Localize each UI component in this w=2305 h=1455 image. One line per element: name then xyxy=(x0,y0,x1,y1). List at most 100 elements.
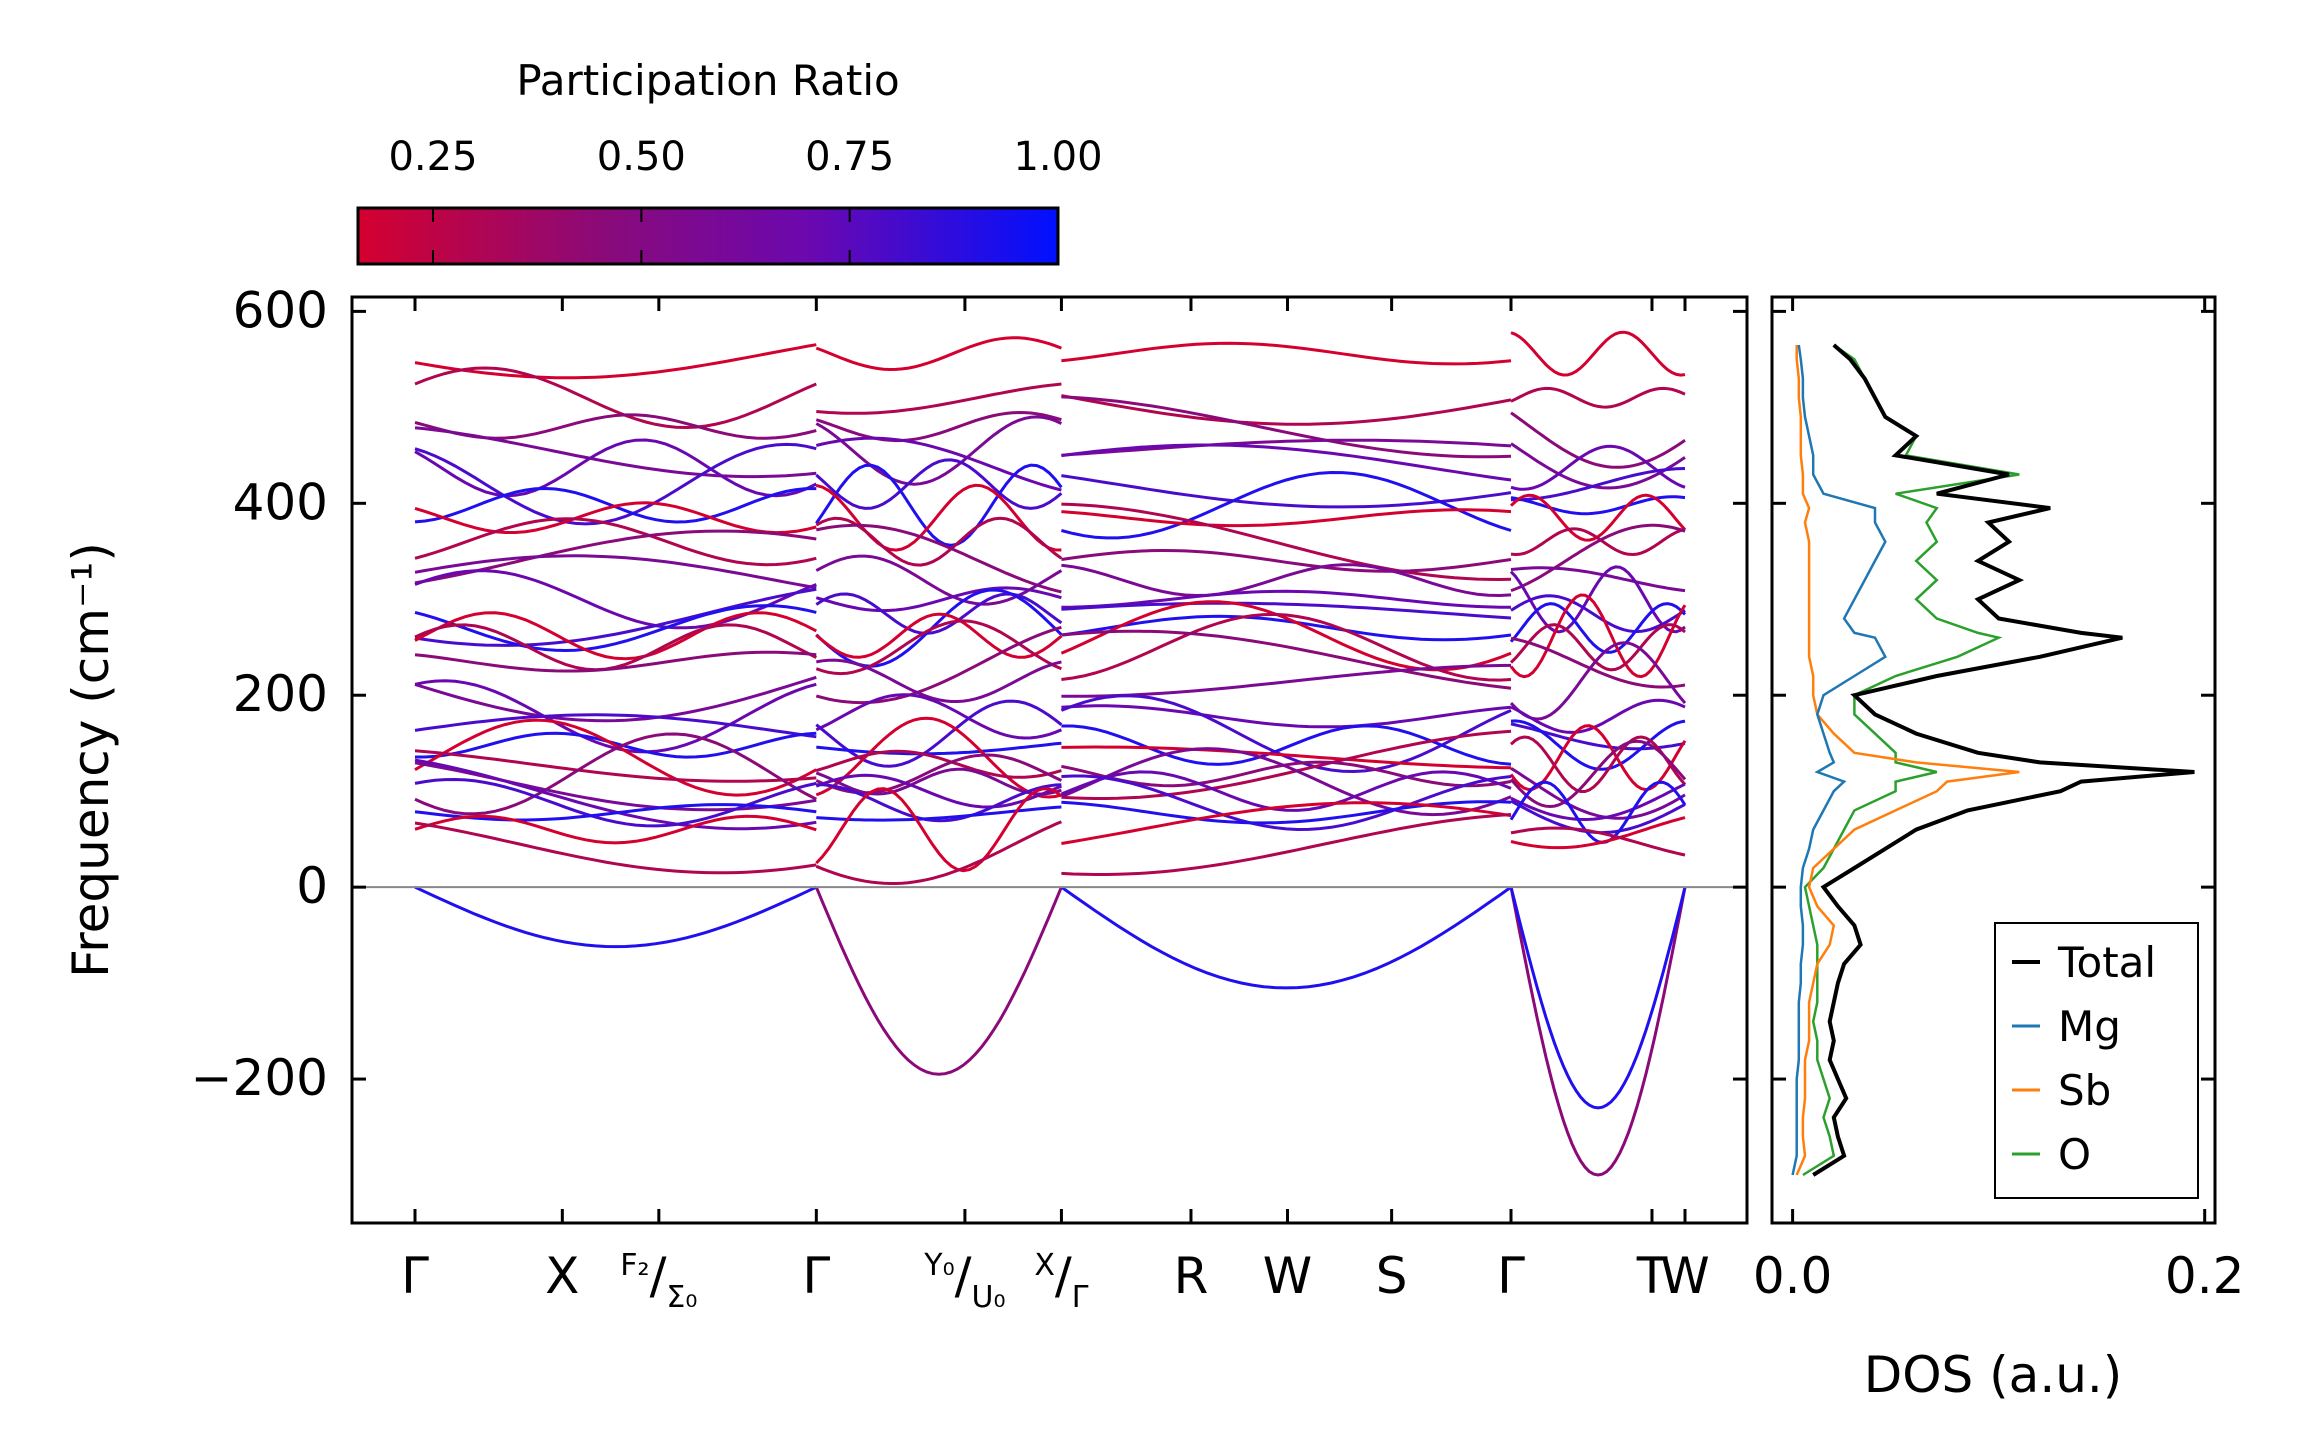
band-line xyxy=(414,749,817,783)
band-line xyxy=(414,713,817,739)
dispersion-axes-frame xyxy=(350,295,1749,1225)
dos-axis-ticks: 0.0 0.2 xyxy=(1753,297,2245,1305)
band-line xyxy=(1510,735,1687,793)
dos-lines xyxy=(1791,343,2195,1177)
band-line xyxy=(815,592,1063,635)
band-line xyxy=(1060,694,1512,774)
k-point-label: Y₀/U₀ xyxy=(923,1247,1005,1315)
band-line xyxy=(1061,601,1512,620)
band-line xyxy=(815,625,1062,705)
band-line xyxy=(1061,629,1512,690)
band-line xyxy=(1061,438,1512,457)
band-line xyxy=(1061,614,1512,642)
band-line xyxy=(1509,565,1686,634)
k-point-label: X/Γ xyxy=(1034,1247,1088,1315)
colorbar-tick-label: 0.25 xyxy=(388,134,477,180)
y-axis-ticks: 600 400 200 0 −200 xyxy=(191,281,1747,1107)
band-line xyxy=(414,569,817,630)
band-line xyxy=(815,716,1062,799)
band-line xyxy=(1061,813,1512,876)
y-tick-label: −200 xyxy=(191,1049,328,1107)
k-point-label: R xyxy=(1174,1247,1209,1305)
band-line xyxy=(1061,729,1512,800)
acoustic-branch-line xyxy=(1509,886,1687,1110)
x-axis-label: DOS (a.u.) xyxy=(1864,1346,2123,1404)
band-line xyxy=(1061,474,1512,509)
band-line xyxy=(414,366,817,430)
band-line xyxy=(1061,470,1512,540)
band-line xyxy=(815,749,1062,779)
k-point-ticks: Γ X F₂/Σ₀ Γ Y₀/U₀X/Γ R W S Γ TW xyxy=(401,297,1710,1315)
band-line xyxy=(414,501,817,535)
band-line xyxy=(815,619,1062,676)
band-line xyxy=(1061,548,1512,573)
band-line xyxy=(1510,782,1686,822)
band-line xyxy=(815,767,1062,796)
band-line xyxy=(1510,698,1686,734)
band-line xyxy=(414,650,817,673)
band-line xyxy=(1061,395,1512,459)
band-line xyxy=(816,783,1062,823)
band-line xyxy=(414,343,817,380)
band-line xyxy=(414,517,817,567)
band-line xyxy=(1061,341,1512,366)
band-line xyxy=(815,410,1062,443)
band-line xyxy=(1509,641,1687,721)
band-line xyxy=(1510,816,1686,850)
legend-label: Total xyxy=(2057,938,2156,987)
dos-x-tick-label: 0.2 xyxy=(2165,1247,2245,1305)
band-line xyxy=(1061,502,1512,582)
colorbar-label: Participation Ratio xyxy=(516,56,899,105)
band-line xyxy=(414,611,817,661)
band-line xyxy=(1061,745,1512,770)
band-line xyxy=(1060,747,1512,817)
band-line xyxy=(1509,623,1686,672)
k-point-label: S xyxy=(1376,1247,1408,1305)
band-line xyxy=(1060,770,1512,812)
band-line xyxy=(1510,444,1686,491)
band-line xyxy=(415,731,817,759)
k-point-label: X xyxy=(545,1247,579,1305)
acoustic-branch-line xyxy=(414,885,817,949)
band-line xyxy=(1061,800,1512,825)
band-line xyxy=(414,438,817,498)
band-line xyxy=(815,586,1062,613)
band-line xyxy=(815,336,1062,372)
band-line xyxy=(1061,774,1512,832)
band-line xyxy=(815,436,1062,492)
band-line xyxy=(815,415,1063,486)
y-tick-label: 200 xyxy=(233,665,328,723)
acoustic-branch-line xyxy=(1509,886,1687,1177)
k-point-label: Γ xyxy=(401,1247,429,1305)
k-point-label: W xyxy=(1660,1247,1709,1305)
band-line xyxy=(816,805,1062,822)
k-point-label: W xyxy=(1263,1247,1312,1305)
band-line xyxy=(1510,826,1686,857)
band-line xyxy=(816,382,1062,415)
band-line xyxy=(414,604,817,653)
band-line xyxy=(414,554,817,590)
band-line xyxy=(1509,493,1687,542)
k-point-label: F₂/Σ₀ xyxy=(620,1247,697,1315)
band-line xyxy=(815,523,1062,594)
band-line xyxy=(815,773,1062,809)
band-line xyxy=(1510,386,1686,409)
band-line xyxy=(815,612,1063,659)
band-line xyxy=(414,732,817,816)
acoustic-branch-line xyxy=(1060,885,1512,990)
band-line xyxy=(1061,394,1512,426)
band-line xyxy=(1061,724,1512,766)
dos-axes-frame xyxy=(1770,295,2217,1225)
band-line xyxy=(1509,739,1687,809)
band-line xyxy=(414,675,817,723)
band-line xyxy=(414,821,817,875)
dos-line-o xyxy=(1802,343,2020,1177)
colorbar-tick-label: 1.00 xyxy=(1013,134,1102,180)
y-axis-label: Frequency (cm⁻¹) xyxy=(62,542,120,978)
k-point-label: T xyxy=(1636,1247,1668,1305)
band-line xyxy=(1510,442,1686,490)
colorbar-tick-label: 0.75 xyxy=(805,134,894,180)
band-line xyxy=(1510,330,1686,377)
colorbar-ticks: 0.25 0.50 0.75 1.00 xyxy=(388,134,1103,264)
